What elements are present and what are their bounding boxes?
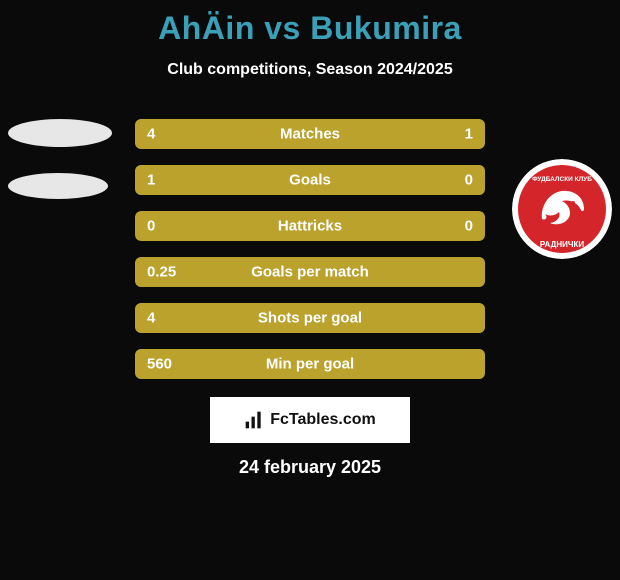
stat-label: Goals bbox=[289, 172, 331, 189]
watermark-text: FcTables.com bbox=[270, 411, 376, 429]
right-team-badge: ФУДБАЛСКИ КЛУБ РАДНИЧКИ bbox=[512, 159, 612, 259]
stat-label: Min per goal bbox=[266, 356, 354, 373]
stats-area: ФУДБАЛСКИ КЛУБ РАДНИЧКИ 4 1 Matches 1 0 Goals… bbox=[0, 119, 620, 379]
stat-left-value: 0.25 bbox=[147, 264, 176, 281]
fctables-watermark: FcTables.com bbox=[210, 397, 410, 443]
stat-left-value: 560 bbox=[147, 356, 172, 373]
stat-label: Matches bbox=[280, 126, 340, 143]
crest-radnicki: ФУДБАЛСКИ КЛУБ РАДНИЧКИ bbox=[512, 159, 612, 259]
eagle-eye bbox=[571, 201, 575, 205]
stat-left-value: 4 bbox=[147, 126, 155, 143]
stat-left-value: 1 bbox=[147, 172, 155, 189]
stat-row: 4 Shots per goal bbox=[135, 303, 485, 333]
infographic-container: AhÄin vs Bukumira Club competitions, Sea… bbox=[0, 0, 620, 580]
stat-right-value: 0 bbox=[465, 218, 473, 235]
stat-left-value: 4 bbox=[147, 310, 155, 327]
stat-label: Goals per match bbox=[251, 264, 369, 281]
stat-row: 0.25 Goals per match bbox=[135, 257, 485, 287]
crest-text-bottom: РАДНИЧКИ bbox=[540, 240, 584, 249]
stat-label: Hattricks bbox=[278, 218, 342, 235]
stat-row-fill-right bbox=[415, 119, 485, 149]
crest-text-top: ФУДБАЛСКИ КЛУБ bbox=[532, 176, 592, 183]
left-team-badges bbox=[8, 119, 118, 209]
bars-icon bbox=[244, 410, 264, 430]
team-badge-placeholder bbox=[8, 173, 108, 199]
stat-row: 1 0 Goals bbox=[135, 165, 485, 195]
stat-row-fill-left bbox=[135, 119, 415, 149]
stat-rows: 4 1 Matches 1 0 Goals 0 0 Hattricks 0.25 Goals per… bbox=[135, 119, 485, 379]
subtitle: Club competitions, Season 2024/2025 bbox=[0, 61, 620, 79]
stat-right-value: 0 bbox=[465, 172, 473, 189]
stat-label: Shots per goal bbox=[258, 310, 362, 327]
stat-left-value: 0 bbox=[147, 218, 155, 235]
stat-right-value: 1 bbox=[465, 126, 473, 143]
stat-row: 4 1 Matches bbox=[135, 119, 485, 149]
stat-row: 560 Min per goal bbox=[135, 349, 485, 379]
team-badge-placeholder bbox=[8, 119, 112, 147]
page-title: AhÄin vs Bukumira bbox=[0, 0, 620, 47]
date-text: 24 february 2025 bbox=[0, 457, 620, 478]
stat-row: 0 0 Hattricks bbox=[135, 211, 485, 241]
